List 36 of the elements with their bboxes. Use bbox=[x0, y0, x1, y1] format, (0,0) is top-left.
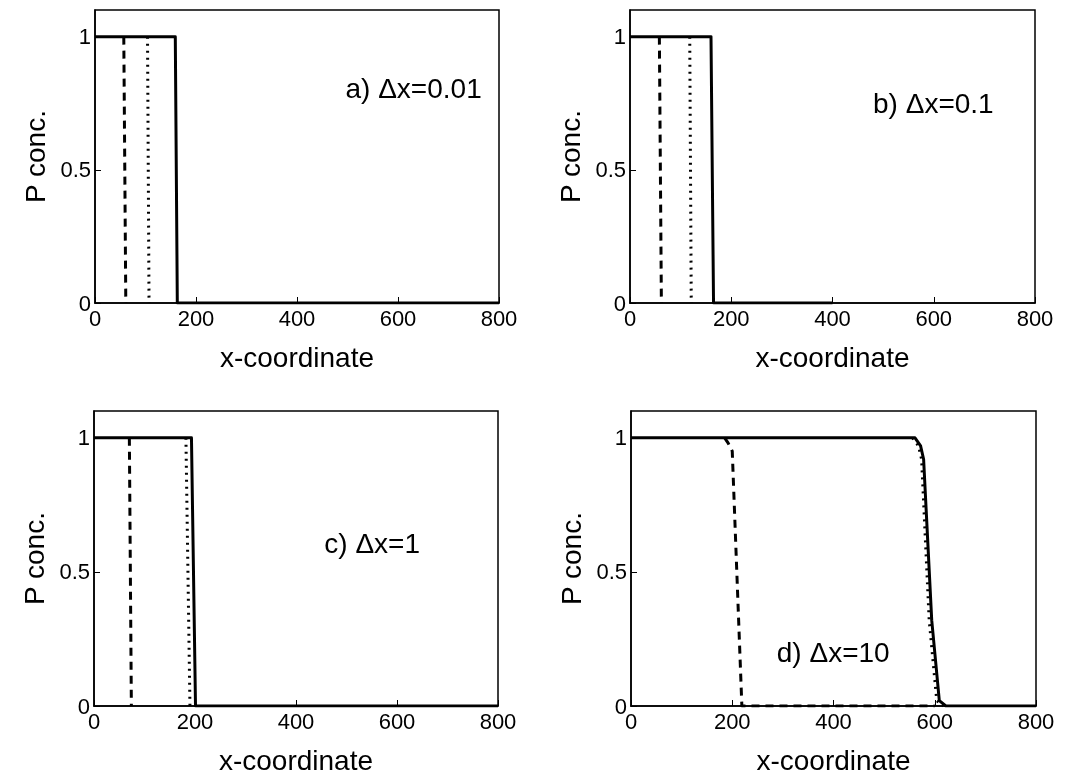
x-tick-label: 200 bbox=[713, 708, 751, 734]
x-tick-label: 800 bbox=[480, 305, 518, 331]
x-tick-label: 400 bbox=[278, 305, 316, 331]
y-tick-label: 1 bbox=[78, 24, 91, 50]
x-tick-label: 200 bbox=[177, 305, 215, 331]
x-axis-title: x-coordinate bbox=[755, 341, 910, 373]
x-tick-label: 800 bbox=[1017, 708, 1055, 734]
annotation: b) Δx=0.1 bbox=[873, 87, 994, 119]
y-axis-title: P conc. bbox=[555, 110, 587, 203]
y-tick-label: 0.5 bbox=[60, 157, 91, 183]
y-tick-label: 0.5 bbox=[596, 559, 627, 585]
annotation: c) Δx=1 bbox=[324, 527, 421, 559]
x-axis-title: x-coordinate bbox=[756, 744, 911, 776]
x-tick-label: 400 bbox=[814, 305, 851, 331]
x-tick-label: 800 bbox=[1016, 305, 1054, 331]
x-tick-label: 600 bbox=[378, 708, 416, 734]
y-axis-title: P conc. bbox=[19, 512, 51, 605]
y-tick-label: 0.5 bbox=[595, 157, 626, 183]
x-tick-label: 800 bbox=[479, 708, 517, 734]
x-tick-label: 600 bbox=[915, 305, 953, 331]
x-tick-label: 400 bbox=[277, 708, 315, 734]
y-axis-title: P conc. bbox=[556, 512, 588, 605]
x-tick-label: 400 bbox=[815, 708, 852, 734]
y-tick-label: 0.5 bbox=[59, 559, 90, 585]
x-axis-title: x-coordinate bbox=[219, 341, 375, 373]
x-axis-title: x-coordinate bbox=[218, 744, 374, 776]
y-tick-label: 1 bbox=[614, 425, 627, 451]
y-tick-label: 1 bbox=[613, 24, 626, 50]
y-axis-title: P conc. bbox=[20, 110, 52, 203]
x-tick-label: 200 bbox=[176, 708, 214, 734]
x-tick-label: 200 bbox=[712, 305, 750, 331]
y-tick-label: 1 bbox=[77, 425, 90, 451]
annotation: d) Δx=10 bbox=[776, 636, 890, 668]
annotation: a) Δx=0.01 bbox=[345, 72, 482, 104]
x-tick-label: 600 bbox=[916, 708, 954, 734]
x-tick-label: 600 bbox=[379, 305, 417, 331]
